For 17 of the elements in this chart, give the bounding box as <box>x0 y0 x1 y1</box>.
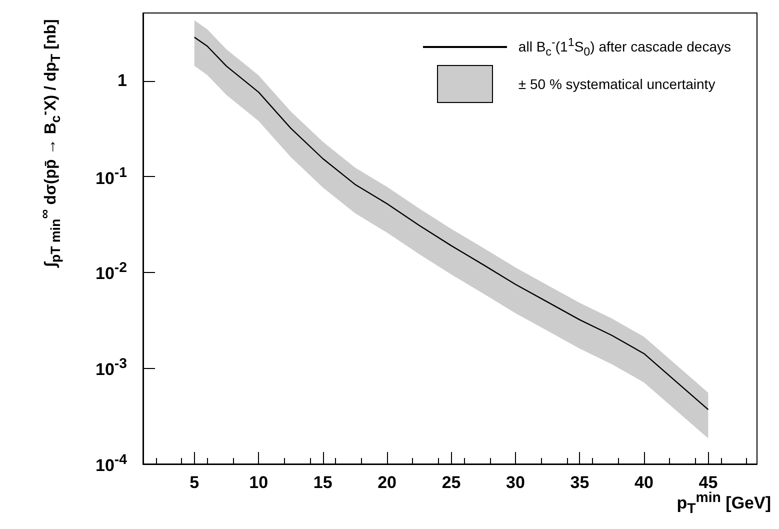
y-tick-label: 10$^{-1}$ <box>95 164 127 188</box>
x-tick-label: 45 <box>698 473 718 492</box>
x-tick-label: 25 <box>442 473 461 492</box>
x-tick-label: 15 <box>313 473 332 492</box>
x-axis-title: p$_{T}$$^{min}$ [GeV] <box>676 490 771 518</box>
y-tick-label: 10$^{-4}$ <box>95 452 127 476</box>
y-tick-label: 10$^{-3}$ <box>95 356 127 380</box>
x-tick-label: 10 <box>249 473 268 492</box>
y-tick-label: 1 <box>118 70 127 91</box>
text: all B$_{c}$$^{-}$(1$^{1}$S$_{0}$) after cascade decays <box>518 36 731 58</box>
x-tick-label: 5 <box>190 473 200 492</box>
annotation: ± 50 % systematical uncertainty <box>518 76 716 92</box>
y-tick-label: 10$^{-2}$ <box>95 260 127 284</box>
x-tick-label: 35 <box>570 473 590 492</box>
x-tick-label: 30 <box>506 473 525 492</box>
x-tick-label: 20 <box>378 473 397 492</box>
x-tick-label: 40 <box>634 473 654 492</box>
